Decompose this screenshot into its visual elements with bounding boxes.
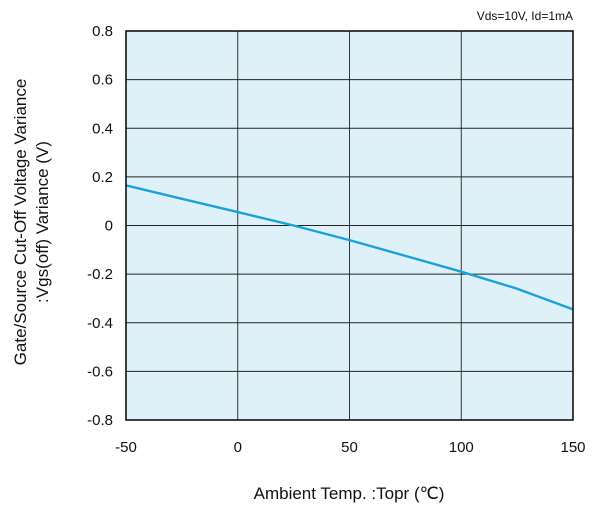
series-line xyxy=(125,184,574,311)
x-tick-labels: -50 0 50 100 150 xyxy=(115,439,585,456)
y-tick-label: -0.4 xyxy=(87,315,113,332)
y-tick-label: 0.8 xyxy=(92,23,113,40)
y-tick-label: 0.6 xyxy=(92,72,113,89)
y-axis-title-line-1: Gate/Source Cut-Off Voltage Variance xyxy=(11,79,30,366)
y-tick-labels: 0.8 0.6 0.4 0.2 0 -0.2 -0.4 -0.6 -0.8 xyxy=(87,23,113,429)
plot-frame xyxy=(125,30,574,421)
y-tick-label: 0.4 xyxy=(92,120,113,137)
y-tick-label: -0.8 xyxy=(87,412,113,429)
y-tick-label: 0.2 xyxy=(92,169,113,186)
x-axis-title: Ambient Temp. :Topr (℃) xyxy=(254,484,445,503)
x-tick-label: 100 xyxy=(449,439,474,456)
x-tick-label: 50 xyxy=(341,439,358,456)
y-tick-label: -0.2 xyxy=(87,266,113,283)
x-tick-label: 150 xyxy=(560,439,585,456)
test-condition: Vds=10V, Id=1mA xyxy=(477,9,573,23)
y-tick-label: -0.6 xyxy=(87,363,113,380)
x-tick-label: 0 xyxy=(234,439,242,456)
x-tick-label: -50 xyxy=(115,439,137,456)
y-tick-label: 0 xyxy=(105,218,113,235)
y-axis-title-line-2: :Vgs(off) Variance (V) xyxy=(33,141,52,303)
